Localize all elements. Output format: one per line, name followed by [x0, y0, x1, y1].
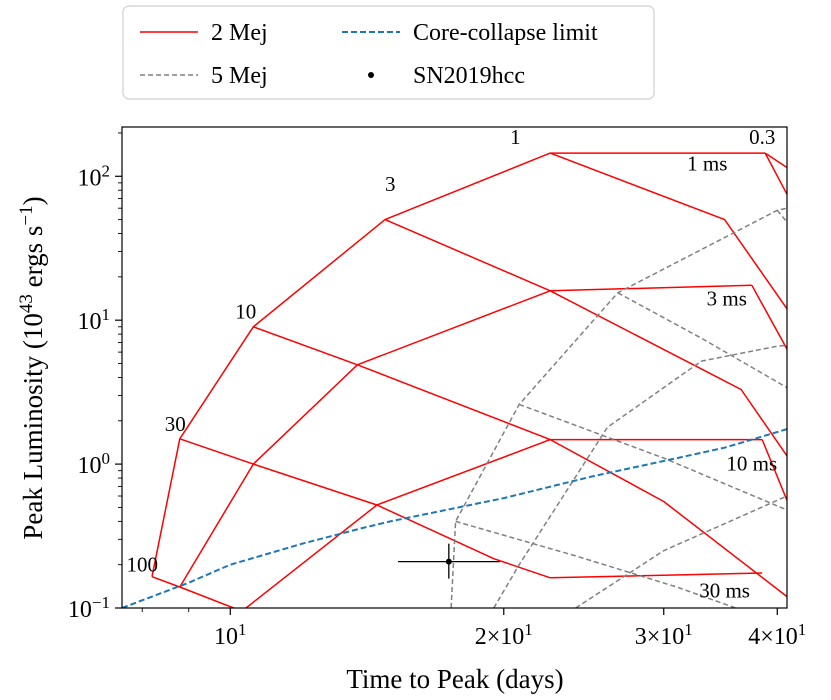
series-2-mej-11 — [751, 284, 787, 350]
y-tick-label-2: 101 — [78, 305, 111, 336]
legend-label-2-mej: 2 Mej — [211, 20, 268, 46]
annotation-8: 10 ms — [726, 452, 777, 476]
x-tick-label-2: 3×101 — [635, 620, 693, 651]
y-axis-label-close: ) — [18, 196, 48, 205]
x-tick-label-0: 101 — [214, 620, 247, 651]
tick-layer: 1 0.3 1 ms 3 10 30 100 3 ms 10 ms 30 ms 101 2×101 3×… — [68, 125, 806, 650]
annotation-6: 100 — [126, 552, 158, 576]
legend-label-5-mej: 5 Mej — [211, 63, 268, 89]
series-5-mej-13 — [450, 207, 787, 608]
series-2-mej-6 — [151, 152, 766, 577]
series-5-mej-16 — [518, 403, 787, 511]
annotation-4: 10 — [235, 299, 256, 323]
annotation-3: 3 — [385, 172, 396, 196]
legend-label-sn2019hcc: SN2019hcc — [413, 63, 525, 89]
series-5-mej-19 — [776, 209, 787, 223]
y-axis-label-units: ergs s — [18, 226, 48, 295]
annotation-2: 1 ms — [687, 151, 727, 175]
legend: 2 Mej Core-collapse limit 5 Mej SN2019hc… — [122, 5, 655, 100]
series-2-mej-3 — [384, 218, 787, 457]
sn2019hcc-point — [445, 558, 452, 565]
series-2-mej-2 — [253, 326, 787, 598]
annotation-0: 1 — [510, 125, 521, 149]
y-tick-label-0: 10−1 — [68, 593, 110, 624]
axes-frame — [121, 126, 788, 609]
y-tick-label-1: 100 — [78, 449, 111, 480]
x-tick-label-1: 2×101 — [475, 620, 533, 651]
y-axis-label-exp: 43 — [16, 294, 37, 313]
plot-area — [122, 152, 787, 608]
y-axis-label-exp2: −1 — [16, 205, 37, 225]
series-5-mej-14 — [493, 344, 787, 608]
series-2-mej-12 — [761, 439, 787, 501]
x-tick-label-3: 4×101 — [748, 620, 806, 651]
series-core-collapse-limit-20 — [122, 428, 787, 608]
legend-box — [122, 5, 655, 100]
y-axis-label: Peak Luminosity (1043 ergs s−1) — [16, 196, 49, 539]
annotation-1: 0.3 — [749, 125, 775, 149]
annotation-5: 30 — [165, 412, 186, 436]
series-2-mej-1 — [179, 438, 551, 579]
x-axis-label: Time to Peak (days) — [346, 664, 563, 694]
y-axis-label-main: Peak Luminosity (10 — [18, 313, 48, 539]
legend-swatch-sn2019hcc — [368, 72, 374, 78]
series-2-mej-4 — [549, 152, 787, 310]
legend-label-core-collapse: Core-collapse limit — [413, 20, 598, 46]
series-5-mej-15 — [575, 495, 787, 608]
series-2-mej-10 — [764, 152, 787, 195]
series-2-mej-9 — [550, 572, 763, 579]
series-2-mej-7 — [179, 284, 752, 588]
y-tick-label-3: 102 — [78, 161, 111, 192]
series-2-mej-8 — [244, 438, 763, 608]
annotation-7: 3 ms — [707, 287, 747, 311]
annotation-9: 30 ms — [699, 579, 750, 603]
series-2-mej-0 — [151, 575, 236, 608]
series-5-mej-18 — [455, 520, 736, 608]
series-5-mej-17 — [617, 292, 787, 389]
series-2-mej-5 — [764, 152, 787, 169]
